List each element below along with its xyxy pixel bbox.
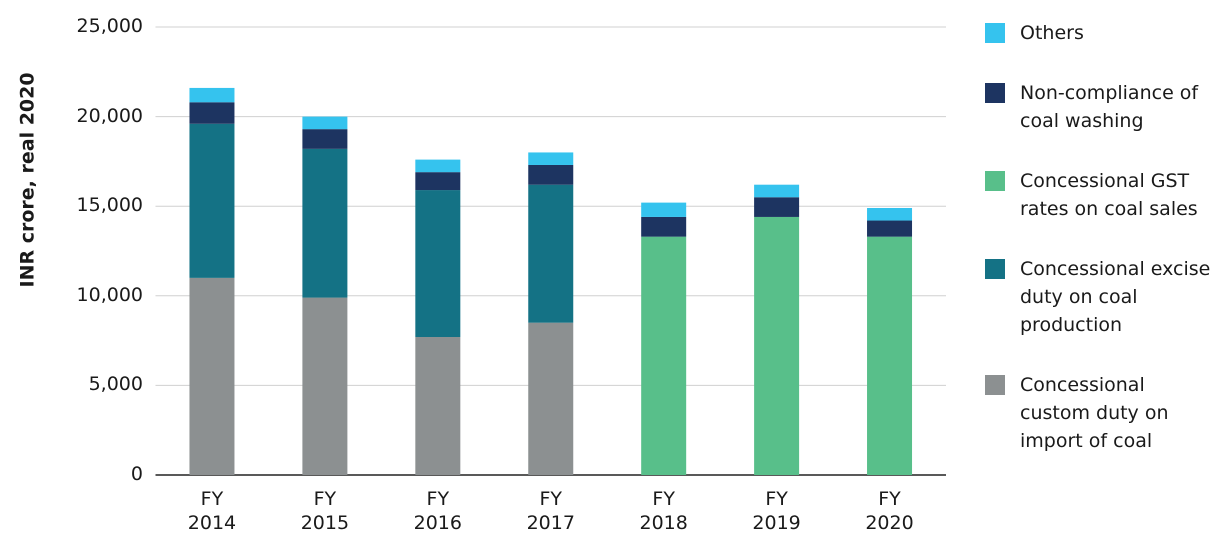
bar-segment — [754, 184, 800, 198]
bar-segment — [641, 202, 687, 217]
legend-label: Concessional GST rates on coal sales — [1020, 170, 1198, 220]
legend-label: Concessional custom duty on import of co… — [1020, 374, 1169, 452]
bar-segment — [415, 172, 461, 191]
y-tick-label: 25,000 — [76, 15, 143, 37]
bar-segment — [528, 184, 574, 323]
bar-segment — [528, 322, 574, 475]
bar-segment — [302, 148, 348, 298]
legend-swatch — [985, 259, 1005, 279]
bar-segment — [302, 129, 348, 149]
legend-swatch — [985, 171, 1005, 191]
x-tick-label: FY 2016 — [413, 488, 462, 534]
bar-segment — [189, 277, 235, 475]
bar-segment — [415, 190, 461, 338]
bar-segment — [867, 207, 913, 221]
bar-segment — [189, 87, 235, 103]
y-tick-label: 15,000 — [76, 194, 143, 217]
bar-segment — [754, 197, 800, 217]
x-tick-label: FY 2014 — [187, 488, 237, 534]
bar-segment — [302, 116, 348, 130]
bar-segment — [415, 159, 461, 173]
y-tick-label: 5,000 — [88, 373, 143, 396]
legend-swatch — [985, 375, 1005, 395]
bar-segment — [302, 297, 348, 475]
y-tick-label: 10,000 — [76, 283, 143, 306]
legend-swatch — [985, 83, 1005, 103]
bar-segment — [641, 216, 687, 237]
legend-swatch — [985, 23, 1005, 43]
legend-label: Non-compliance of coal washing — [1020, 82, 1199, 132]
bar-segment — [641, 236, 687, 475]
x-tick-label: FY 2015 — [300, 488, 350, 534]
bar-segment — [189, 123, 235, 278]
y-tick-label: 20,000 — [76, 104, 143, 127]
bar-segment — [528, 164, 574, 185]
bar-segment — [528, 152, 574, 165]
legend-label: Others — [1020, 22, 1084, 44]
bar-segment — [415, 337, 461, 475]
x-tick-label: FY 2020 — [865, 488, 914, 534]
x-tick-label: FY 2019 — [752, 488, 801, 534]
x-tick-label: FY 2018 — [639, 488, 688, 534]
bar-segment — [867, 220, 913, 237]
x-tick-label: FY 2017 — [526, 488, 575, 534]
legend-label: Concessional excise duty on coal product… — [1020, 258, 1211, 336]
bar-segment — [867, 236, 913, 475]
y-tick-label: 0 — [130, 463, 143, 485]
bar-segment — [189, 102, 235, 124]
bar-segment — [754, 216, 800, 475]
